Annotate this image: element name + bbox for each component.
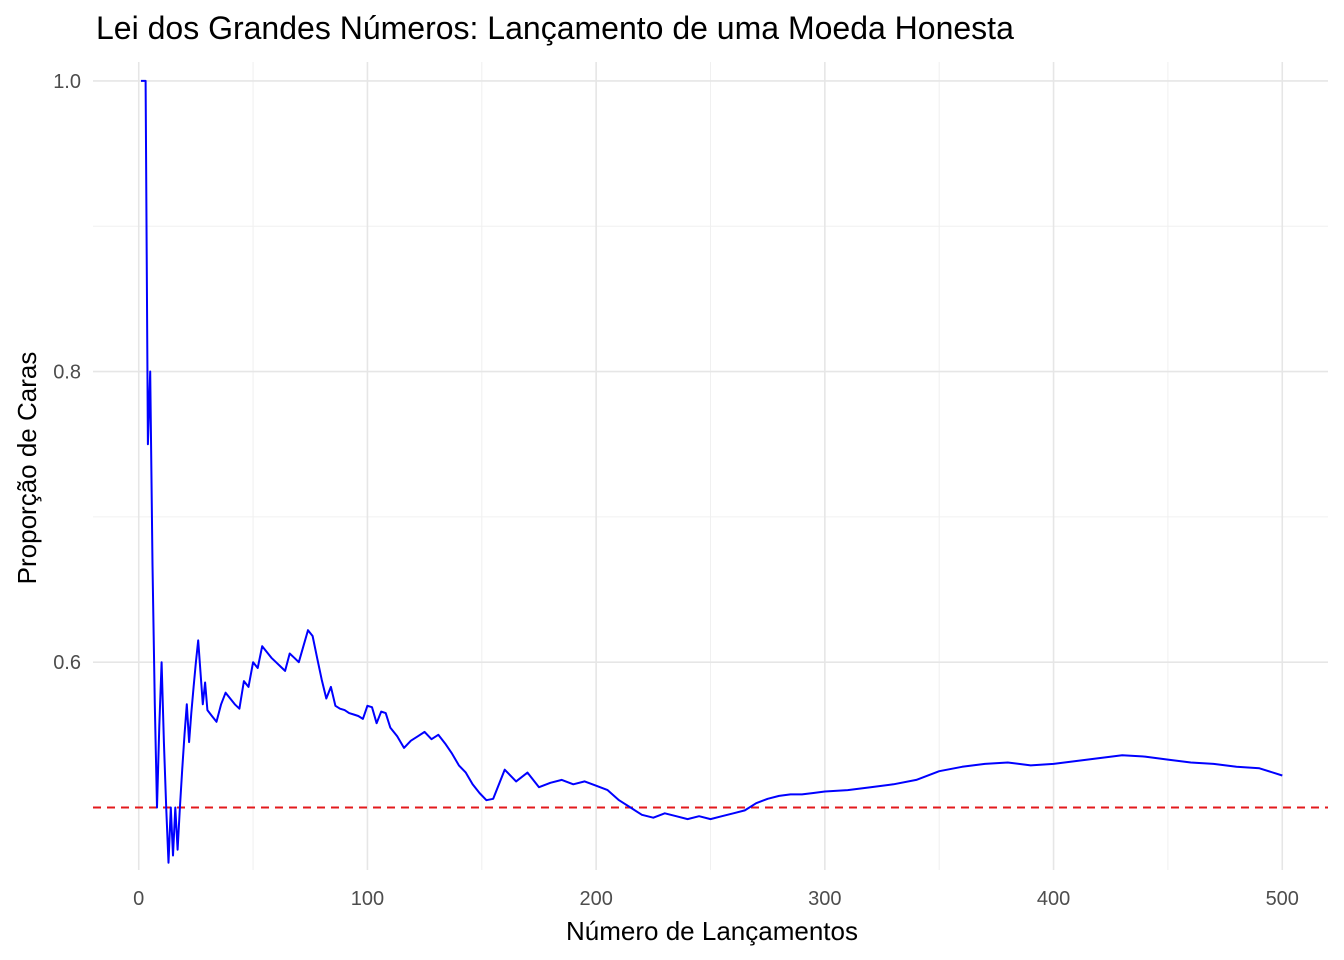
major-gridlines — [93, 62, 1328, 870]
x-tick-label: 400 — [1037, 888, 1070, 910]
x-tick-label: 100 — [351, 888, 384, 910]
series-line — [141, 79, 1283, 864]
x-axis-tick-labels: 0 100 200 300 400 500 — [133, 888, 1299, 910]
series-layer — [141, 79, 1283, 864]
minor-gridlines — [93, 62, 1328, 870]
x-tick-label: 200 — [579, 888, 612, 910]
y-tick-label: 1.0 — [53, 71, 81, 93]
y-axis-tick-labels: 0.6 0.8 1.0 — [53, 71, 81, 674]
y-tick-label: 0.8 — [53, 362, 81, 384]
y-tick-label: 0.6 — [53, 652, 81, 674]
x-axis-title: Número de Lançamentos — [566, 916, 858, 946]
chart-title: Lei dos Grandes Números: Lançamento de u… — [96, 10, 1014, 46]
x-tick-label: 300 — [808, 888, 841, 910]
y-axis-title: Proporção de Caras — [12, 352, 42, 585]
x-tick-label: 0 — [133, 888, 144, 910]
x-tick-label: 500 — [1266, 888, 1299, 910]
